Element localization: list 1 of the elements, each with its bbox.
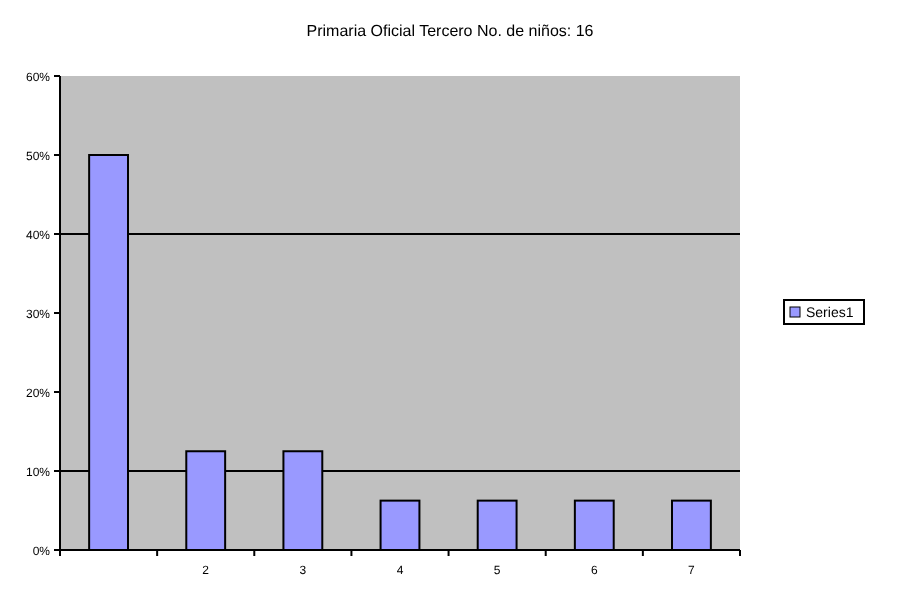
chart-title: Primaria Oficial Tercero No. de niños: 16 [306,22,595,40]
